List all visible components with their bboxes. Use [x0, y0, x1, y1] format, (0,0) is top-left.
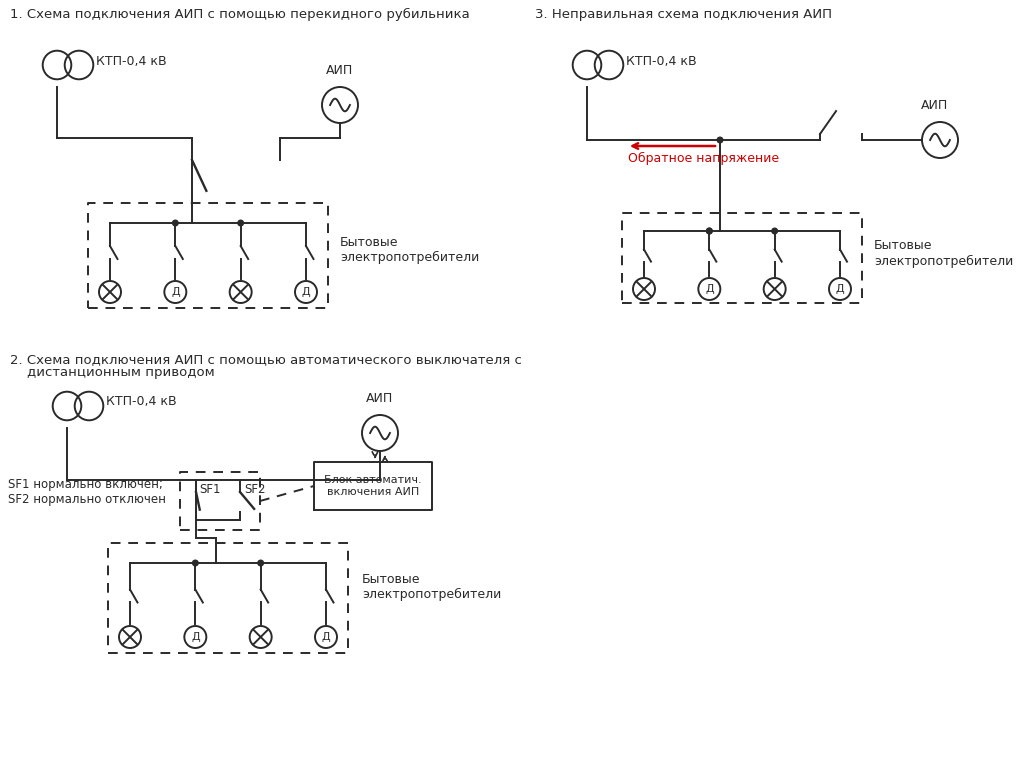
Text: SF2: SF2	[244, 483, 266, 496]
Circle shape	[706, 228, 712, 233]
Circle shape	[772, 228, 778, 233]
Text: КТП-0,4 кВ: КТП-0,4 кВ	[106, 396, 177, 409]
Text: Д: Д	[171, 287, 180, 297]
Text: Блок автоматич.
включения АИП: Блок автоматич. включения АИП	[324, 475, 422, 496]
Circle shape	[717, 137, 723, 143]
Text: Бытовые
электропотребители: Бытовые электропотребители	[340, 236, 479, 265]
Text: 2. Схема подключения АИП с помощью автоматического выключателя с: 2. Схема подключения АИП с помощью автом…	[10, 353, 522, 366]
Circle shape	[192, 560, 198, 565]
Text: Обратное напряжение: Обратное напряжение	[628, 152, 779, 165]
Text: Д: Д	[301, 287, 311, 297]
Text: Д: Д	[191, 632, 199, 642]
Text: АИП: АИП	[366, 392, 393, 405]
Text: 3. Неправильная схема подключения АИП: 3. Неправильная схема подключения АИП	[535, 8, 832, 21]
Circle shape	[238, 221, 243, 226]
Text: КТП-0,4 кВ: КТП-0,4 кВ	[96, 55, 167, 67]
Circle shape	[706, 228, 712, 233]
Circle shape	[258, 560, 264, 565]
Text: АИП: АИП	[922, 99, 948, 112]
Text: 1. Схема подключения АИП с помощью перекидного рубильника: 1. Схема подключения АИП с помощью перек…	[10, 8, 470, 21]
Text: КТП-0,4 кВ: КТП-0,4 кВ	[626, 55, 697, 67]
Circle shape	[173, 221, 178, 226]
Text: SF1 нормально включен;
SF2 нормально отключен: SF1 нормально включен; SF2 нормально отк…	[8, 478, 166, 506]
Text: Д: Д	[705, 284, 713, 294]
Text: Д: Д	[836, 284, 844, 294]
Text: Д: Д	[322, 632, 330, 642]
Text: Бытовые
электропотребители: Бытовые электропотребители	[362, 573, 501, 601]
Text: АИП: АИП	[326, 64, 354, 77]
Text: SF1: SF1	[199, 483, 221, 496]
Text: Бытовые
электропотребители: Бытовые электропотребители	[874, 240, 1013, 268]
Text: дистанционным приводом: дистанционным приводом	[10, 366, 215, 379]
